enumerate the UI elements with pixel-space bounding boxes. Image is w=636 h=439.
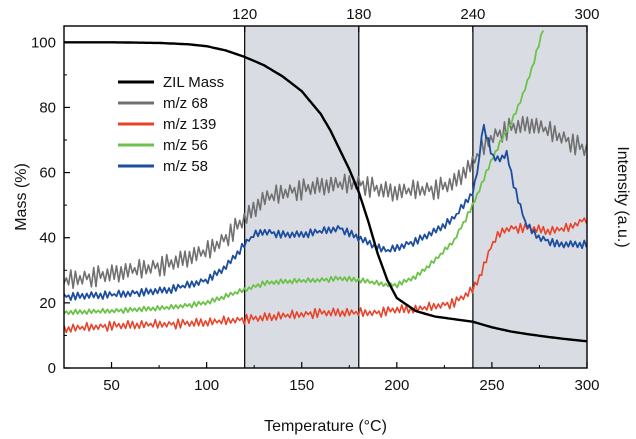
y-tick-label-60: 60 [39,165,56,182]
y-tick-label-100: 100 [31,34,56,51]
series-m-z-139 [64,217,587,334]
x-tick-label-250: 250 [479,377,504,394]
x-tick-label-100: 100 [194,377,219,394]
series-m-z-56 [64,29,545,316]
y-tick-label-0: 0 [48,360,56,377]
legend-label-m-z-58: m/z 58 [163,158,208,175]
y-tick-label-40: 40 [39,230,56,247]
x-axis-title: Temperature (°C) [264,418,387,435]
plot-frame [63,25,588,369]
legend-label-m-z-68: m/z 68 [163,95,208,112]
y2-axis-title: Intensity (a.u.) [614,146,631,247]
series-m-z-58 [64,123,587,301]
y-tick-label-80: 80 [39,99,56,116]
x-tick-label-300: 300 [574,377,599,394]
axis-ticks: 50 100 150 200 250 300 0 20 40 60 80 100 120 180 240 30… [31,6,600,394]
y-axis-title: Mass (%) [13,163,30,231]
x-tick-label-200: 200 [384,377,409,394]
top-tick-label-240: 240 [460,6,485,23]
legend-label-zil-mass: ZIL Mass [163,74,224,91]
top-tick-label-300: 300 [574,6,599,23]
temperature-markers [244,26,474,368]
y-tick-label-20: 20 [39,295,56,312]
legend: ZIL Mass m/z 68 m/z 139 m/z 56 m/z 58 [118,74,224,175]
legend-label-m-z-139: m/z 139 [163,116,216,133]
series-lines [64,29,587,343]
top-tick-label-180: 180 [346,6,371,23]
series-zil-mass [64,41,587,343]
x-tick-label-50: 50 [103,377,120,394]
series-m-z-68 [64,115,587,290]
shaded-region-2 [472,26,587,368]
legend-label-m-z-56: m/z 56 [163,137,208,154]
shaded-regions [244,26,587,368]
top-tick-label-120: 120 [232,6,257,23]
x-tick-label-150: 150 [289,377,314,394]
